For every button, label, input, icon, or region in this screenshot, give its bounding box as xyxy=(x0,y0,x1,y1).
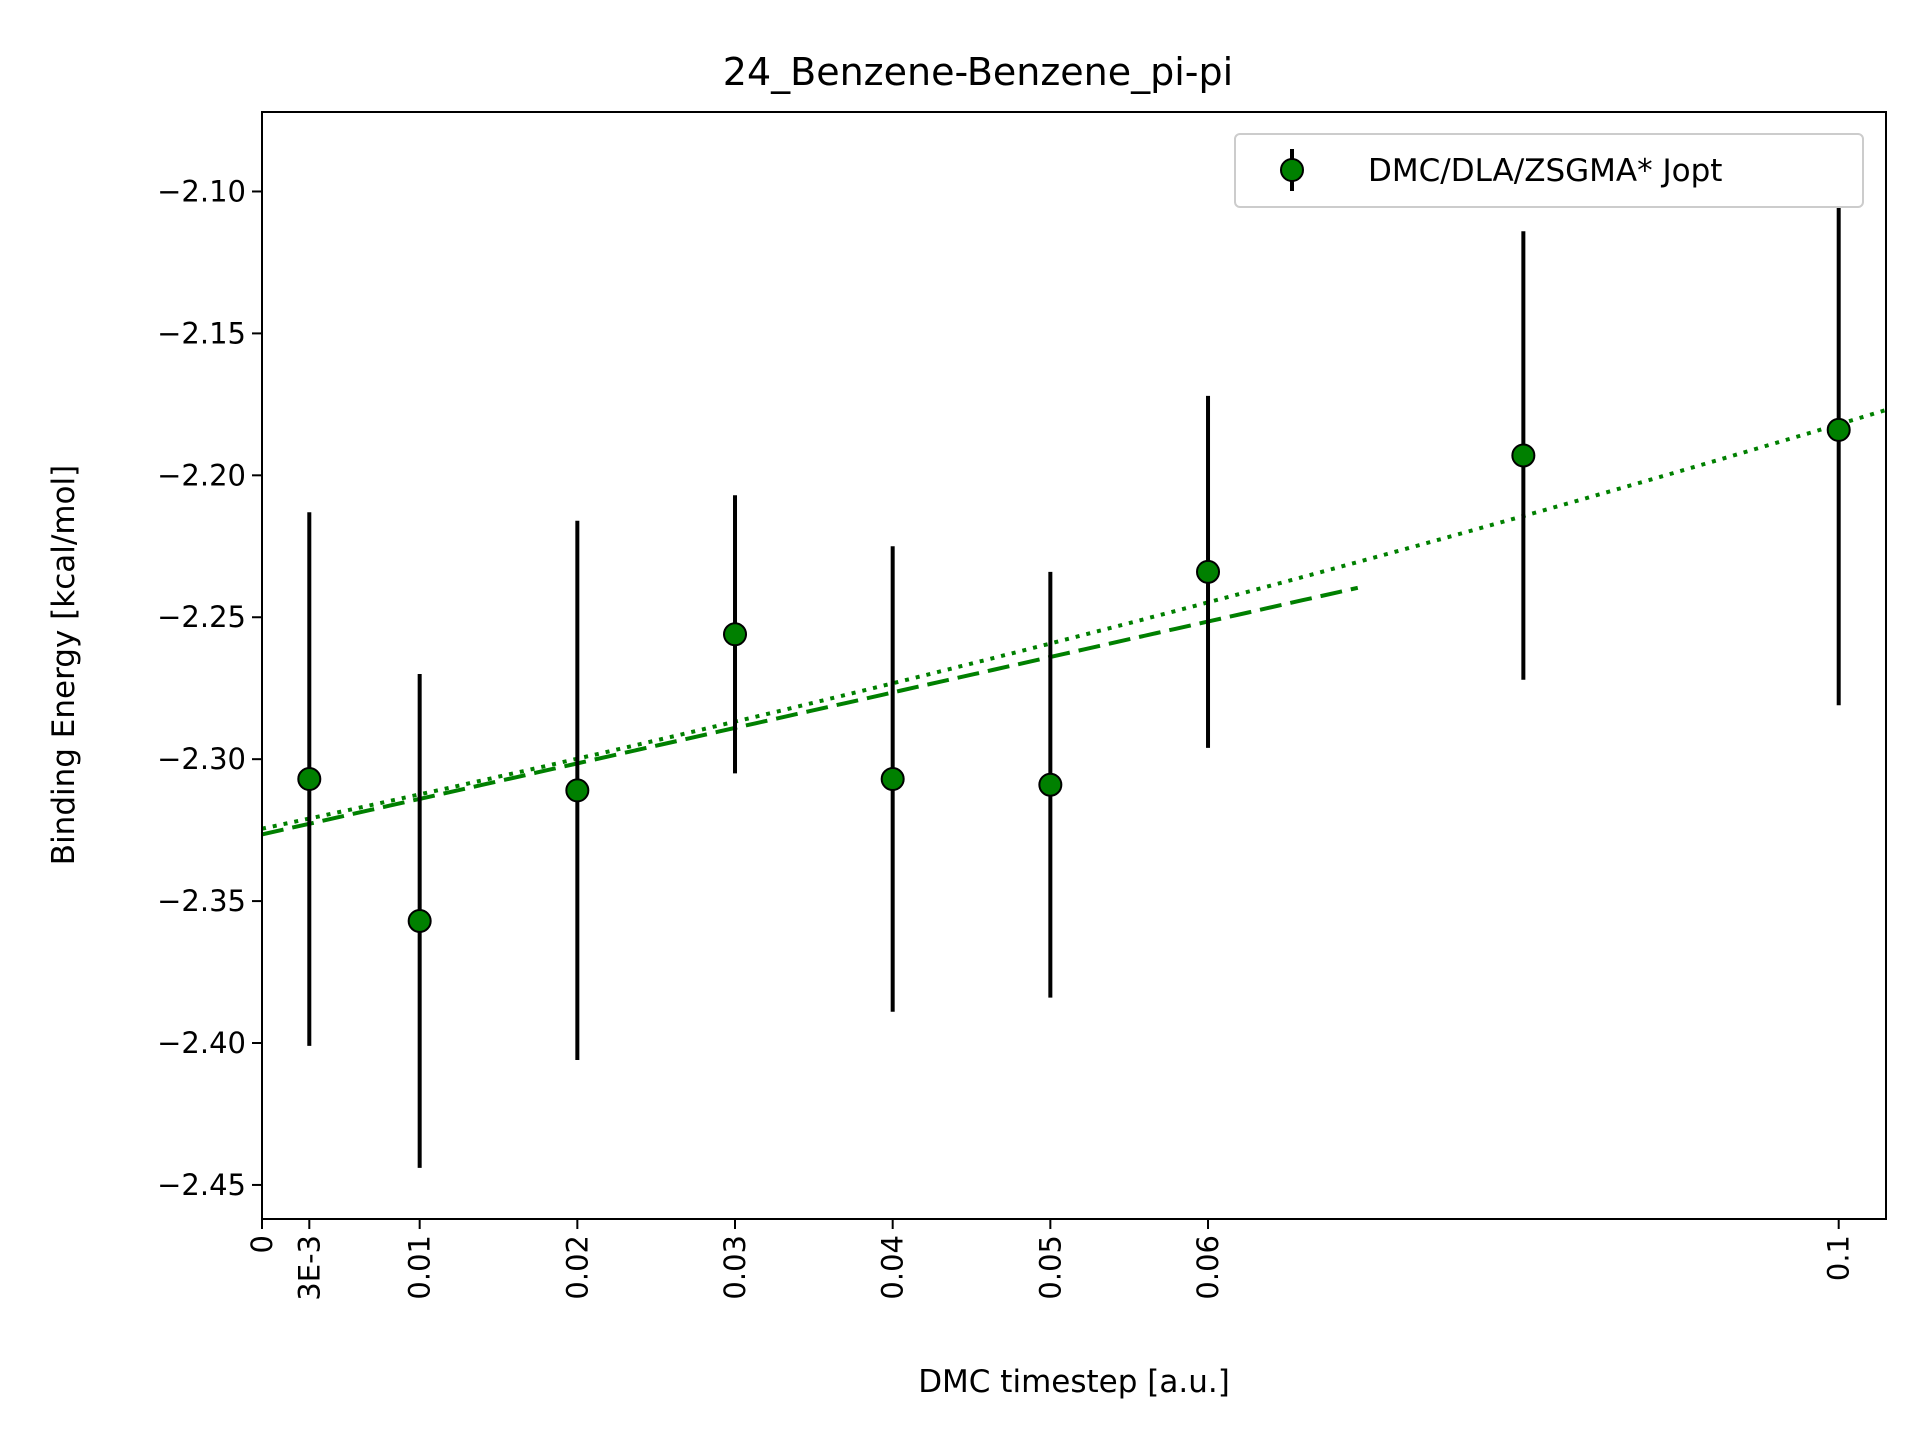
data-point xyxy=(1038,772,1063,797)
x-tick-label: 0.04 xyxy=(876,1235,910,1300)
y-tick-label: −2.35 xyxy=(157,884,246,918)
plot-marks xyxy=(262,154,1886,1168)
legend-marker-icon xyxy=(1280,158,1304,182)
x-tick-label: 0.05 xyxy=(1033,1235,1067,1300)
legend: DMC/DLA/ZSGMA* Jopt xyxy=(1234,133,1864,208)
legend-entry-label: DMC/DLA/ZSGMA* Jopt xyxy=(1368,153,1722,189)
plot-area-frame xyxy=(261,111,1887,1220)
x-tick-label: 3E-3 xyxy=(292,1235,326,1301)
x-tick-label: 0 xyxy=(245,1235,279,1253)
data-point xyxy=(297,767,322,792)
y-tick-label: −2.25 xyxy=(157,600,246,634)
chart-title: 24_Benzene-Benzene_pi-pi xyxy=(723,50,1233,94)
y-tick-label: −2.20 xyxy=(157,458,246,492)
x-tick-label: 0.01 xyxy=(403,1235,437,1300)
y-tick-label: −2.40 xyxy=(157,1026,246,1060)
legend-frame xyxy=(1234,133,1864,208)
y-axis-label: Binding Energy [kcal/mol] xyxy=(46,465,82,865)
x-axis-label: DMC timestep [a.u.] xyxy=(918,1364,1230,1400)
x-tick-label: 0.06 xyxy=(1191,1235,1225,1300)
data-point xyxy=(723,622,748,647)
x-axis-ticks: 0 3E-3 0.01 0.02 0.03 0.04 0.05 0.06 0.1 xyxy=(245,1219,1856,1301)
y-tick-label: −2.30 xyxy=(157,742,246,776)
data-point xyxy=(407,908,432,933)
y-axis-ticks: −2.10 −2.15 −2.20 −2.25 −2.30 −2.35 −2.40 −2.45 xyxy=(157,174,262,1202)
fit-line-dashed xyxy=(262,585,1359,837)
fit-line-dotted xyxy=(262,408,1886,831)
data-point xyxy=(880,767,905,792)
x-tick-label: 0.02 xyxy=(560,1235,594,1300)
data-point xyxy=(565,778,590,803)
data-point xyxy=(1826,417,1851,442)
y-tick-label: −2.45 xyxy=(157,1168,246,1202)
data-point xyxy=(1511,443,1536,468)
y-tick-label: −2.10 xyxy=(157,174,246,208)
y-tick-label: −2.15 xyxy=(157,316,246,350)
x-tick-label: 0.1 xyxy=(1822,1235,1856,1281)
data-point xyxy=(1196,559,1221,584)
x-tick-label: 0.03 xyxy=(718,1235,752,1300)
